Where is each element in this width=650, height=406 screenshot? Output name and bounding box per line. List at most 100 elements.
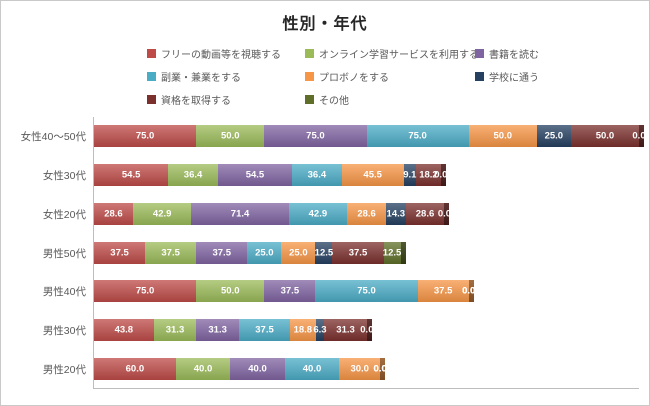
- stacked-bar: 28.6 42.9 71.4 42.9 28.6 14.3 28.6 0.0: [94, 202, 639, 225]
- bar-segment: 42.9: [288, 202, 348, 225]
- bar-row: 43.8 31.3 31.3 37.5 18.8 6.3 31.3 0.0: [94, 311, 639, 350]
- legend-label: 資格を取得する: [161, 96, 231, 107]
- plot-area: 女性40～50代 女性30代 女性20代 男性50代 男性40代 男性30代 男性20代 7…: [3, 117, 646, 389]
- bar-segment: 12.5: [314, 241, 334, 264]
- stacked-bar: 54.5 36.4 54.5 36.4 45.5 9.1 18.2 0.0: [94, 164, 639, 187]
- value-label: 75.0: [408, 130, 427, 142]
- value-label: 71.4: [230, 208, 250, 220]
- bar-segment: 40.0: [230, 357, 285, 380]
- bar-segment: 25.0: [281, 241, 316, 264]
- value-label: 25.0: [255, 247, 274, 259]
- bar-segment: 9.1: [403, 164, 416, 187]
- legend-label: 学校に通う: [489, 73, 539, 84]
- value-label: 0.0: [462, 285, 476, 297]
- bar-segment: 60.0: [94, 357, 176, 380]
- bar-segment: 50.0: [570, 125, 639, 148]
- value-label: 54.5: [121, 169, 141, 181]
- bar-segment: 75.0: [366, 125, 469, 148]
- value-label: 40.0: [248, 363, 267, 375]
- bar-segment: 75.0: [315, 280, 418, 303]
- bar-segment: 28.6: [94, 202, 133, 225]
- value-label: 37.5: [110, 247, 129, 259]
- value-label: 18.2: [419, 169, 438, 181]
- legend-item-0: フリーの動画等を視聴する: [147, 42, 305, 65]
- bar-3d-cap: [639, 125, 644, 148]
- bar-segment: 37.5: [332, 241, 384, 264]
- bar-segment: 37.5: [264, 280, 316, 303]
- bar-segment: 50.0: [196, 280, 265, 303]
- value-label: 0.0: [373, 363, 387, 375]
- value-label: 12.5: [314, 247, 334, 259]
- bar-3d-cap: [366, 318, 372, 341]
- value-label: 54.5: [245, 169, 265, 181]
- value-label: 43.8: [114, 324, 134, 336]
- legend: フリーの動画等を視聴する オンライン学習サービスを利用する 書籍を読む 副業・兼業をす…: [147, 42, 649, 111]
- category-label: 男性50代: [42, 247, 86, 260]
- bar-row: 54.5 36.4 54.5 36.4 45.5 9.1 18.2 0.0: [94, 156, 639, 195]
- bar-segment: 50.0: [196, 125, 265, 148]
- value-label: 60.0: [125, 363, 145, 375]
- bar-3d-cap: [440, 164, 446, 187]
- legend-item-6: 資格を取得する: [147, 88, 305, 111]
- value-label: 37.5: [161, 247, 180, 259]
- value-label: 50.0: [221, 130, 240, 142]
- bar-3d-cap: [380, 357, 386, 380]
- value-label: 42.9: [152, 208, 172, 220]
- value-label: 36.4: [183, 169, 203, 181]
- bar-segment: 37.5: [145, 241, 197, 264]
- legend-label: 書籍を読む: [489, 50, 539, 61]
- category-axis: 女性40～50代 女性30代 女性20代 男性50代 男性40代 男性30代 男性20代: [3, 117, 93, 389]
- bar-segment: 12.5: [383, 241, 401, 264]
- value-label: 37.5: [255, 324, 274, 336]
- chart-title: 性別・年代: [282, 16, 368, 33]
- bar-segment: 37.5: [417, 280, 469, 303]
- bar-segment: 14.3: [386, 202, 406, 225]
- value-label: 0.0: [437, 208, 452, 220]
- bar-segment: 37.5: [94, 241, 146, 264]
- category-label: 女性30代: [42, 169, 86, 182]
- bar-segment: 31.3: [153, 318, 197, 341]
- value-label: 0.0: [462, 285, 476, 297]
- value-label: 75.0: [135, 130, 155, 142]
- bar-segment: 45.5: [341, 164, 404, 187]
- stacked-bar: 75.0 50.0 75.0 75.0 50.0 25.0 50.0 0.0: [94, 125, 646, 148]
- stacked-bar: 60.0 40.0 40.0 40.0 30.0 0.0 0.0 0.0: [94, 357, 639, 380]
- legend-swatch-icon: [475, 49, 484, 58]
- bar-segment: 40.0: [175, 357, 231, 380]
- legend-label: その他: [319, 96, 349, 107]
- category-label: 女性40～50代: [20, 130, 86, 143]
- bar-row: 75.0 50.0 37.5 75.0 37.5 0.0 0.0 0.0: [94, 272, 639, 311]
- value-label: 0.0: [373, 363, 387, 375]
- value-label: 0.0: [462, 285, 476, 297]
- legend-swatch-icon: [305, 49, 314, 58]
- bar-row: 75.0 50.0 75.0 75.0 50.0 25.0 50.0 0.0: [94, 117, 646, 156]
- value-label: 40.0: [193, 363, 213, 375]
- bar-segment: 25.0: [536, 125, 571, 148]
- value-label: 0.0: [360, 324, 374, 336]
- bar-segment: 50.0: [468, 125, 537, 148]
- legend-label: 副業・兼業をする: [161, 73, 241, 84]
- bars-area: 75.0 50.0 75.0 75.0 50.0 25.0 50.0 0.0 54.5 36.4 5…: [93, 117, 646, 389]
- value-label: 40.0: [302, 363, 322, 375]
- legend-label: フリーの動画等を視聴する: [161, 50, 281, 61]
- legend-item-5: 学校に通う: [475, 65, 605, 88]
- bar-segment: 25.0: [247, 241, 282, 264]
- value-label: 6.3: [313, 324, 327, 336]
- legend-item-7: その他: [305, 88, 475, 111]
- bar-segment: 36.4: [168, 164, 218, 187]
- bar-segment: 28.6: [347, 202, 387, 225]
- legend-swatch-icon: [305, 72, 314, 81]
- stacked-bar: 37.5 37.5 37.5 25.0 25.0 12.5 37.5 12.5: [94, 241, 639, 264]
- value-label: 75.0: [306, 130, 325, 142]
- value-label: 0.0: [632, 130, 646, 142]
- bar-row: 60.0 40.0 40.0 40.0 30.0 0.0 0.0 0.0: [94, 349, 639, 388]
- bar-segment: 18.8: [290, 318, 316, 341]
- value-label: 37.5: [348, 247, 368, 259]
- legend-item-4: プロボノをする: [305, 65, 475, 88]
- bar-segment: 36.4: [292, 164, 342, 187]
- bar-segment: 28.6: [405, 202, 445, 225]
- bar-row: 37.5 37.5 37.5 25.0 25.0 12.5 37.5 12.5: [94, 233, 639, 272]
- value-label: 28.6: [415, 208, 435, 220]
- legend-swatch-icon: [147, 95, 156, 104]
- bar-segment: 30.0: [339, 357, 381, 380]
